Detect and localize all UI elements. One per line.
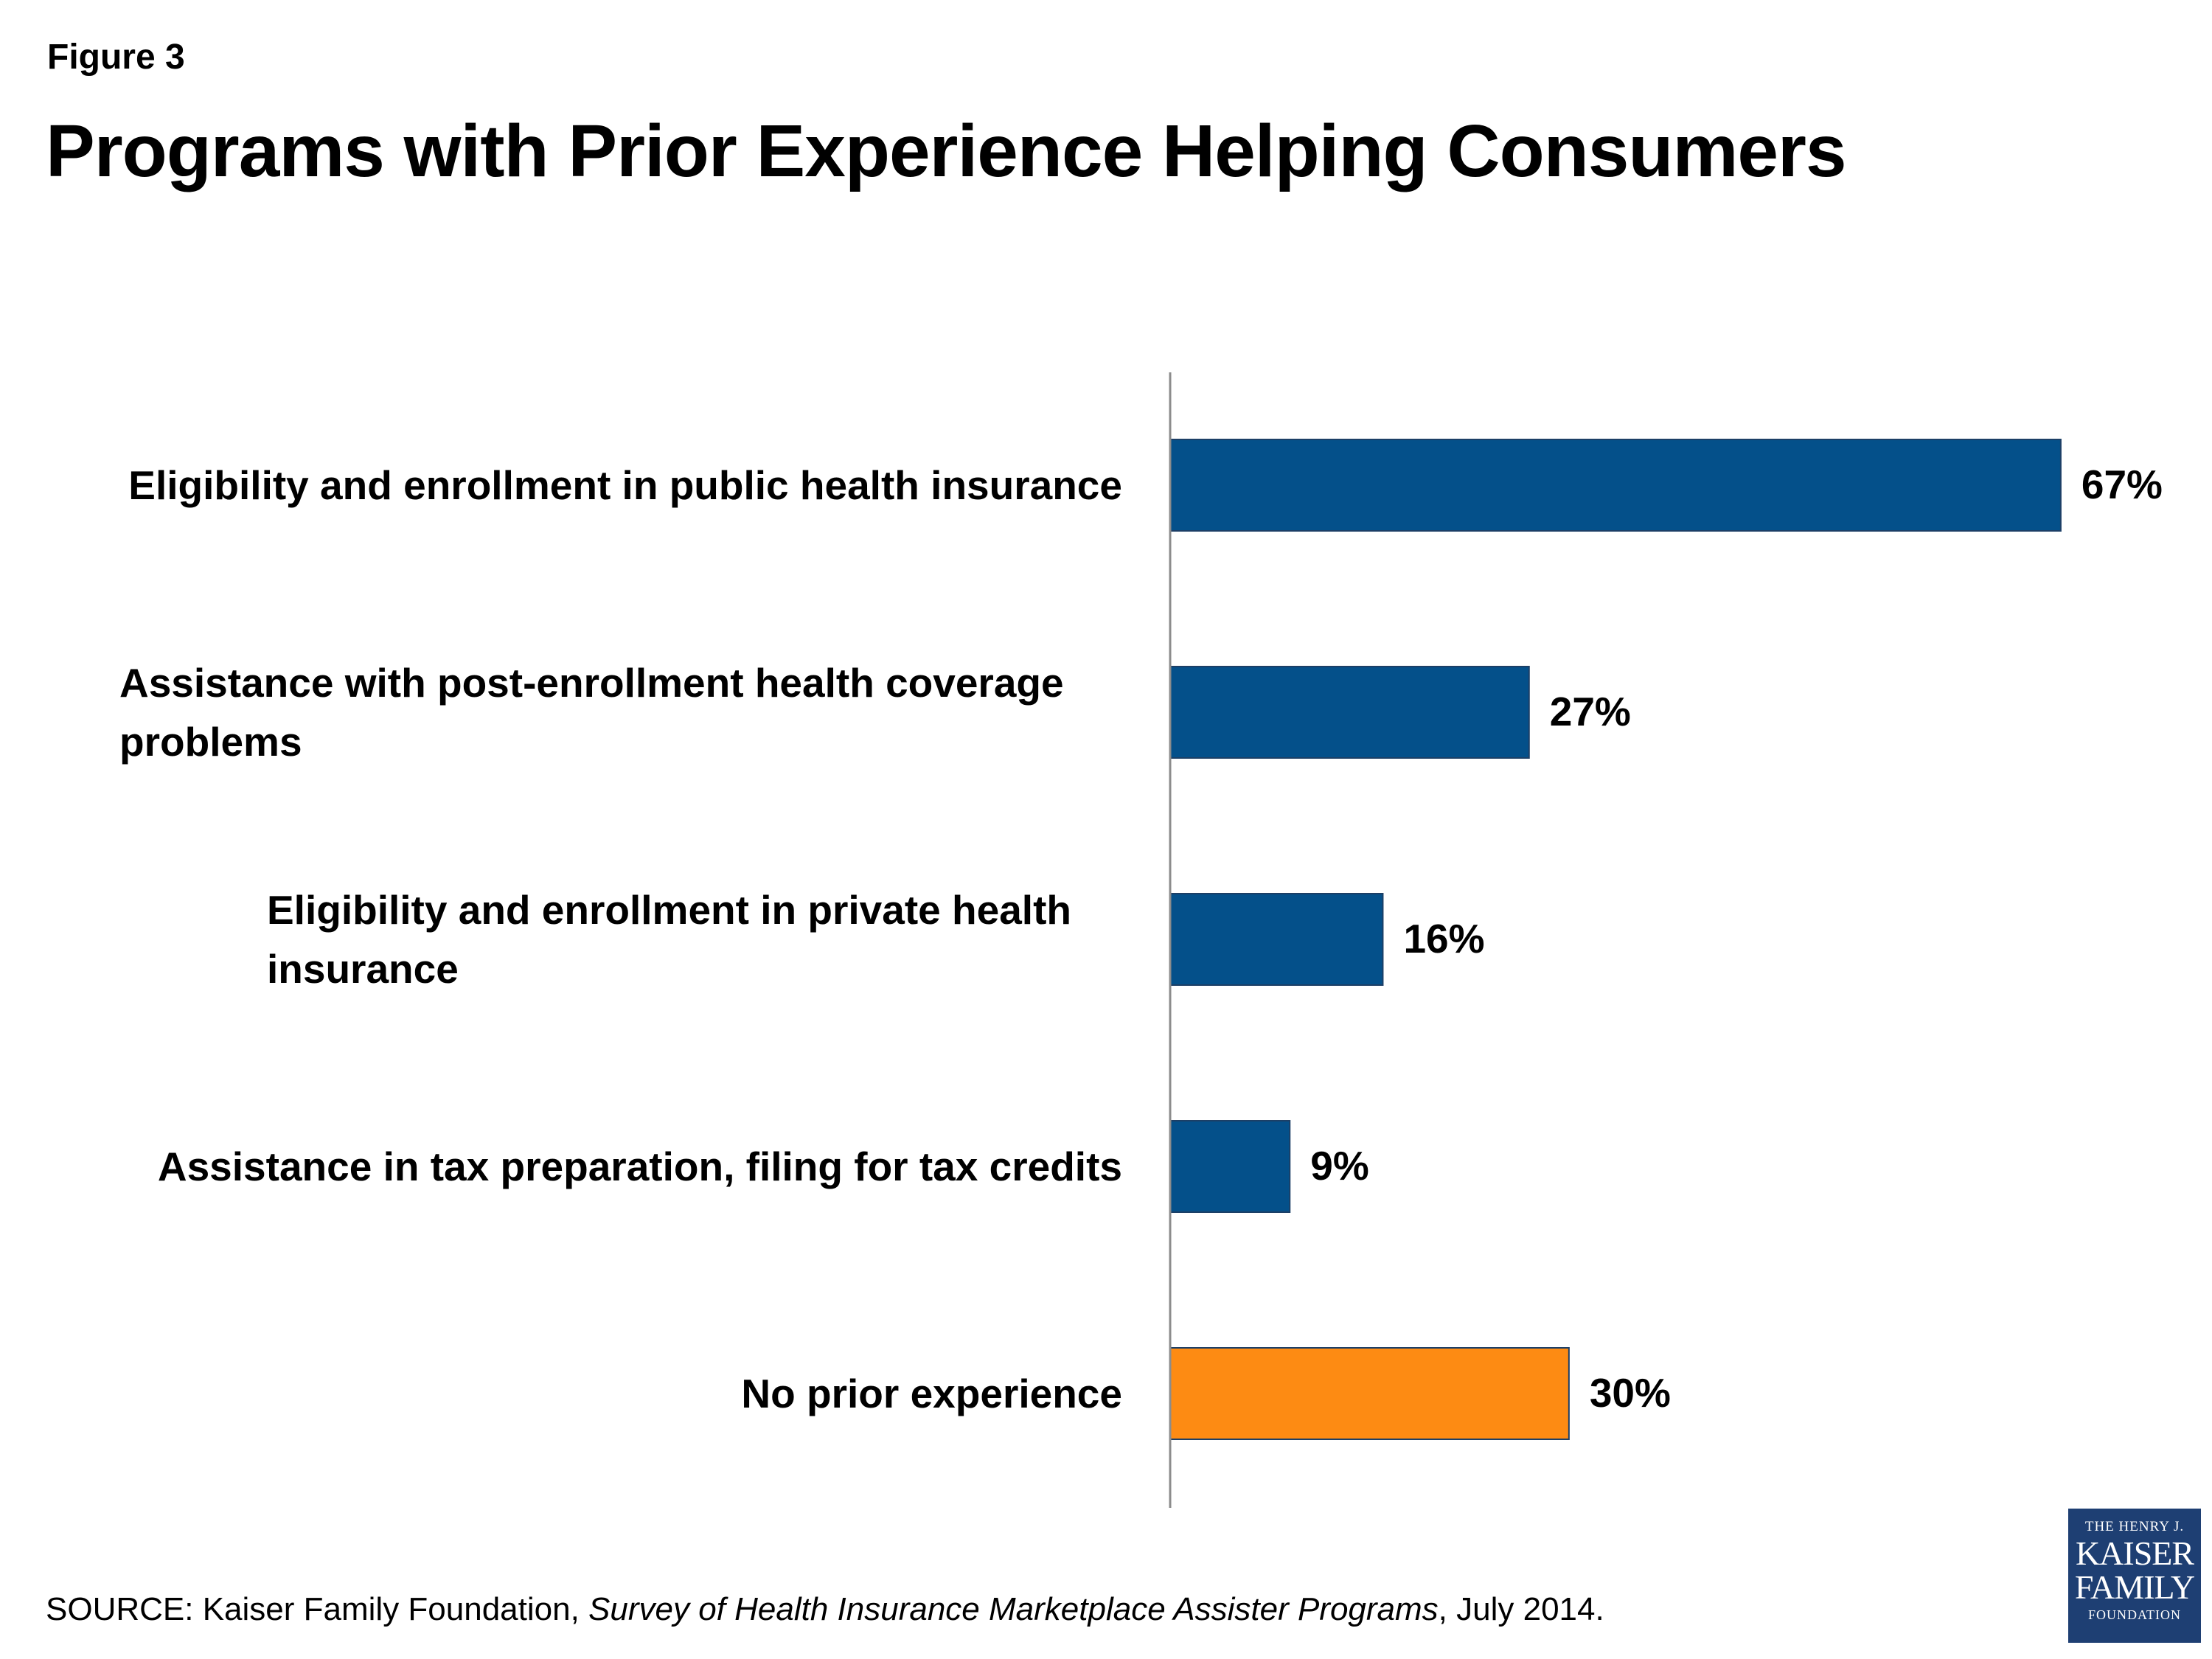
category-label-5: No prior experience [46,1327,1122,1460]
category-label-text: No prior experience [741,1371,1122,1416]
category-label-1: Eligibility and enrollment in public hea… [46,419,1122,552]
logo-line-1: THE HENRY J. [2084,1519,2185,1534]
source-note: SOURCE: Kaiser Family Foundation, Survey… [46,1591,1604,1628]
category-label-2: Assistance with post-enrollment health c… [46,646,1122,779]
logo-line-3: FAMILY [2074,1568,2195,1606]
data-label-4: 9% [1310,1143,1369,1189]
bar-4 [1169,1120,1291,1213]
category-label-text: Eligibility and enrollment in public hea… [128,462,1122,508]
bar-1 [1169,439,2062,532]
bar-2 [1169,666,1530,759]
data-label-5: 30% [1590,1370,1671,1416]
category-label-text: Eligibility and enrollment in private he… [267,887,1072,992]
category-label-text: Assistance with post-enrollment health c… [119,660,1064,765]
category-label-text: Assistance in tax preparation, filing fo… [157,1144,1122,1189]
category-label-4: Assistance in tax preparation, filing fo… [46,1100,1122,1233]
chart-title: Programs with Prior Experience Helping C… [46,110,1847,192]
bar-5 [1169,1347,1570,1440]
data-label-3: 16% [1403,916,1484,961]
source-prefix: SOURCE: Kaiser Family Foundation, [46,1591,589,1627]
data-label-2: 27% [1550,689,1631,734]
bar-3 [1169,893,1384,986]
data-label-1: 67% [2081,462,2163,507]
source-suffix: , July 2014. [1438,1591,1604,1627]
figure-label: Figure 3 [47,38,185,77]
kff-logo: THE HENRY J. KAISER FAMILY FOUNDATION [2068,1509,2201,1643]
source-title: Survey of Health Insurance Marketplace A… [588,1591,1439,1627]
logo-line-2: KAISER [2075,1534,2194,1572]
logo-line-4: FOUNDATION [2088,1607,2181,1622]
category-label-3: Eligibility and enrollment in private he… [46,873,1122,1006]
